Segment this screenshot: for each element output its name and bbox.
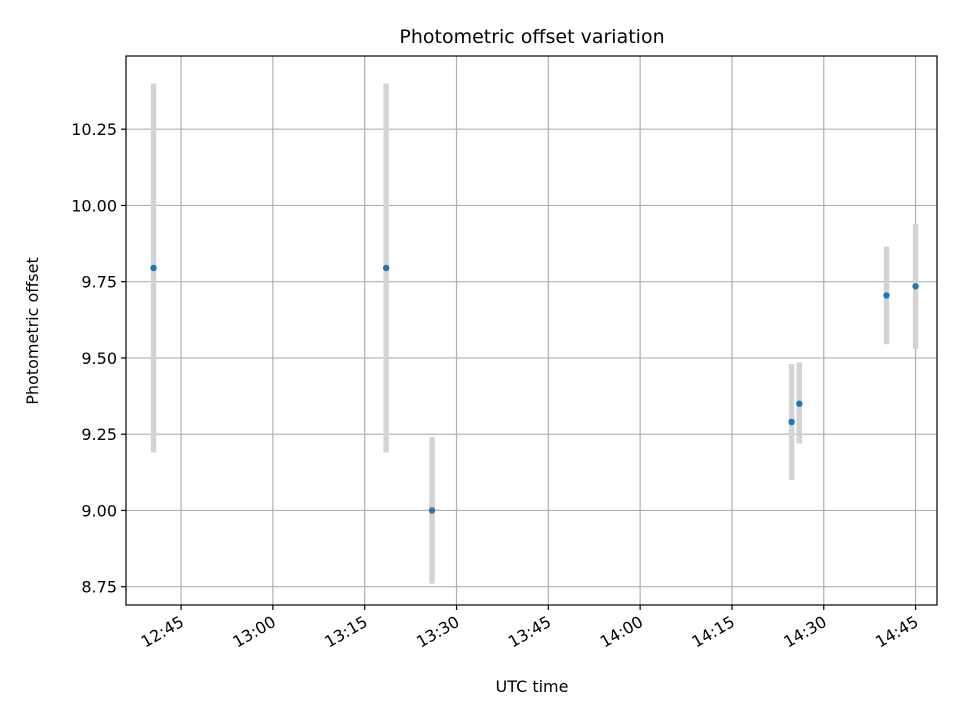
y-tick-label: 9.25 [81, 425, 117, 444]
y-tick-label: 10.25 [71, 120, 117, 139]
y-tick-label: 9.50 [81, 349, 117, 368]
data-point [382, 264, 390, 272]
data-point [428, 507, 436, 514]
data-points [150, 264, 919, 514]
y-tick-label: 9.75 [81, 273, 117, 292]
data-point [150, 264, 157, 272]
y-tick-label: 9.00 [81, 501, 117, 520]
data-point [883, 292, 890, 299]
x-axis-title: UTC time [496, 677, 569, 696]
y-tick-label: 10.00 [71, 196, 117, 215]
data-point [788, 418, 795, 426]
y-tick-label: 8.75 [81, 578, 117, 597]
y-axis-ticks: 8.75 9.00 9.25 9.50 9.75 10.00 10.25 [71, 120, 126, 597]
plot-frame [125, 55, 938, 606]
chart-title: Photometric offset variation [399, 26, 664, 48]
y-axis-title: Photometric offset [23, 257, 42, 405]
data-point [912, 283, 919, 290]
data-point [796, 400, 803, 407]
grid [126, 56, 937, 605]
